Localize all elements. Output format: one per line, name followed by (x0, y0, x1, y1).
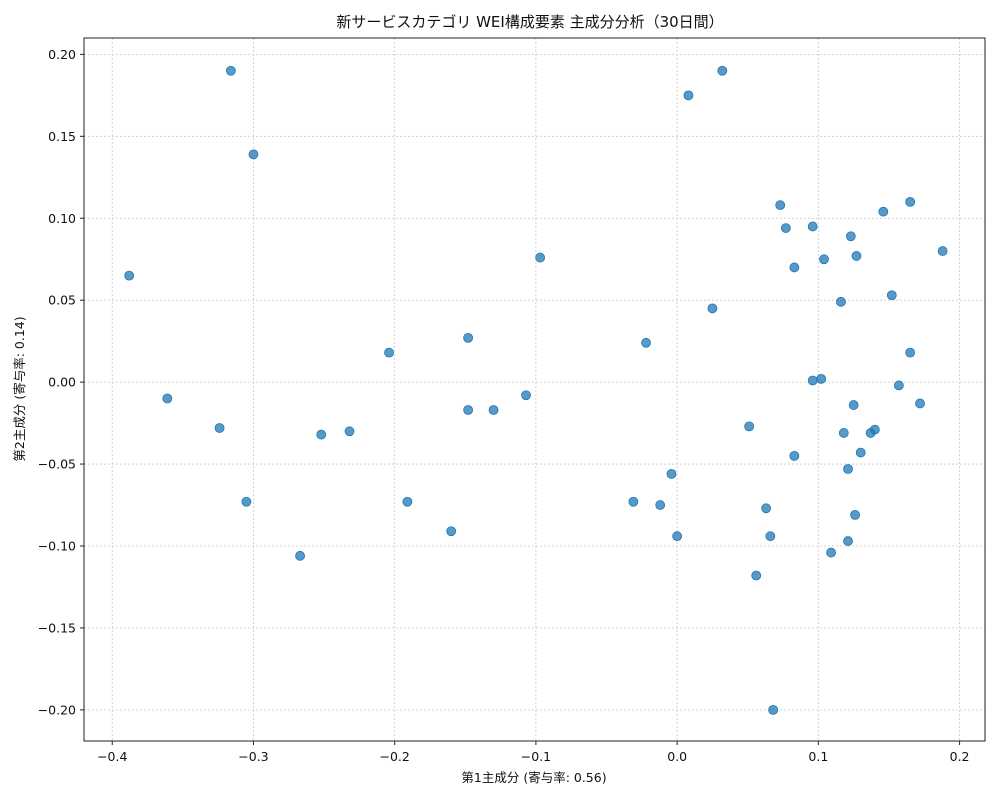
data-point (843, 536, 853, 546)
x-tick-label: −0.3 (238, 749, 268, 764)
grid-lines (84, 38, 985, 741)
data-point (768, 704, 779, 715)
y-tick-label: 0.10 (48, 211, 76, 226)
x-tick-label: −0.1 (521, 749, 551, 764)
data-point (937, 246, 948, 256)
data-point (717, 65, 728, 76)
data-point (384, 347, 394, 358)
data-point (780, 223, 791, 233)
data-point (789, 450, 800, 461)
data-point (905, 347, 916, 358)
data-point (836, 296, 846, 307)
data-point (488, 405, 499, 415)
data-point (819, 254, 829, 265)
data-point (225, 65, 236, 76)
data-point (641, 337, 651, 348)
x-axis-ticks: −0.4 −0.3 −0.2 −0.1 0.0 0.1 0.2 (97, 741, 970, 764)
data-point (878, 206, 889, 217)
data-point (683, 90, 694, 101)
data-point (744, 421, 755, 432)
data-point (521, 390, 531, 401)
data-point (807, 375, 818, 386)
data-point (905, 196, 916, 207)
y-tick-label: 0.20 (48, 47, 76, 62)
x-tick-label: 0.0 (667, 749, 687, 764)
y-tick-label: −0.10 (38, 538, 76, 553)
x-tick-label: −0.4 (97, 749, 127, 764)
x-tick-label: 0.1 (808, 749, 828, 764)
chart-title: 新サービスカテゴリ WEI構成要素 主成分分析（30日間） (336, 13, 723, 31)
data-point (124, 270, 135, 281)
data-point (707, 303, 718, 314)
x-tick-label: −0.2 (380, 749, 410, 764)
data-point (248, 149, 259, 160)
data-point (672, 531, 683, 542)
data-point (893, 380, 904, 391)
data-point (344, 426, 355, 437)
plot-frame (83, 37, 986, 742)
y-tick-label: 0.00 (48, 375, 76, 390)
data-point (463, 405, 474, 415)
x-tick-label: 0.2 (950, 749, 970, 764)
data-point (851, 251, 862, 261)
data-point (845, 231, 856, 242)
y-axis-label: 第2主成分 (寄与率: 0.14) (12, 316, 27, 461)
data-point (807, 221, 818, 232)
data-point (535, 252, 546, 263)
data-point (655, 500, 666, 510)
y-tick-label: 0.05 (48, 293, 76, 308)
data-point (241, 496, 252, 507)
y-tick-label: −0.15 (38, 620, 76, 635)
data-point (869, 424, 880, 435)
data-point (838, 428, 849, 438)
data-point (214, 423, 225, 433)
y-tick-label: −0.20 (38, 702, 76, 717)
data-point (751, 570, 762, 581)
data-point (789, 262, 800, 273)
data-point (463, 332, 474, 343)
x-axis-label: 第1主成分 (寄与率: 0.56) (461, 770, 606, 785)
data-point (816, 373, 827, 384)
y-axis-ticks: −0.20 −0.15 −0.10 −0.05 0.00 0.05 0.10 0.15 0.20 (38, 47, 84, 717)
data-point (775, 200, 786, 211)
data-point (402, 496, 413, 507)
data-point (628, 496, 639, 507)
data-point (295, 550, 305, 561)
data-point (855, 447, 866, 458)
data-point (886, 290, 897, 301)
data-point (666, 468, 677, 479)
data-point (162, 393, 173, 404)
data-point (826, 547, 836, 558)
data-point (915, 398, 925, 409)
data-point (765, 531, 776, 542)
data-point (316, 429, 327, 440)
data-point (848, 400, 859, 410)
y-tick-label: 0.15 (48, 129, 76, 144)
y-tick-label: −0.05 (38, 457, 76, 472)
data-point (843, 464, 853, 474)
data-point (761, 503, 772, 514)
data-points (124, 65, 948, 715)
data-point (446, 526, 457, 537)
data-point (850, 509, 860, 520)
